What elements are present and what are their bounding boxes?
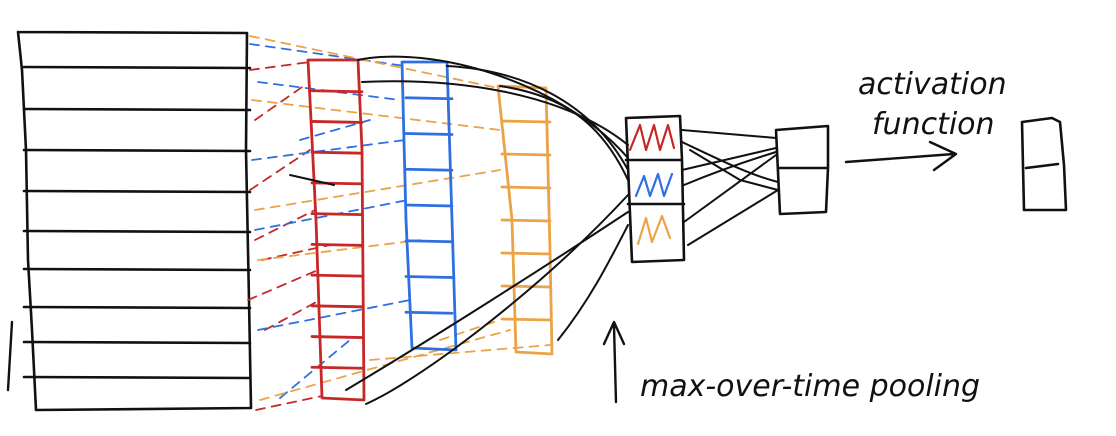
orange-cell-divider [500,284,552,289]
orange-dash [369,344,551,361]
red-cell-divider [310,304,364,309]
red-cell-divider [310,150,364,155]
filter-connections-dashed [247,35,551,411]
activation-label-line1: activation [858,67,1007,102]
pooled-vector [624,114,686,264]
orange-cell-divider [500,119,552,124]
orange-cell-divider [500,251,552,256]
feature-map-orange [496,84,554,356]
blue-cell-divider [404,132,454,136]
red-cell-divider [310,120,364,124]
blue-cell-divider [404,275,454,279]
red-cell-divider [310,273,364,278]
orange-dash [251,99,501,131]
red-dash [254,84,306,121]
blue-dash [254,199,409,231]
blue-cell-divider [404,96,454,101]
input-row-line [22,148,252,153]
red-cell-divider [310,335,364,339]
input-row-line [22,267,252,272]
red-cell-divider [310,212,364,217]
orange-dash [249,35,499,89]
activation-label-line2: function [872,107,995,142]
blue-dash [251,139,406,161]
input-row-line [22,65,252,70]
feature-map-blue [400,60,458,352]
red-dash [255,395,323,411]
blue-dash [279,339,351,399]
red-cell-divider [310,89,364,94]
dense-connections [681,129,779,246]
red-dash [247,269,319,301]
orange-dash [257,239,421,261]
orange-dash [259,329,511,401]
orange-cell-divider [500,317,552,322]
input-row-line [22,229,252,234]
blue-dash [249,43,406,67]
blue-cell-divider [404,167,454,172]
input-row-line [22,189,252,194]
red-dash [264,299,321,331]
pooling-arrow [602,320,626,404]
output-layer [1020,116,1068,212]
input-row-line [22,375,252,380]
orange-dash [254,169,501,211]
red-dash [249,61,311,71]
orange-cell-divider [500,218,552,223]
input-matrix [6,30,253,412]
red-cell-divider [310,242,364,247]
input-row-line [22,305,252,310]
orange-cell-divider [500,185,552,190]
blue-cell-divider [404,203,454,208]
blue-cell-divider [404,239,454,244]
input-row-line [22,340,252,345]
red-dash [249,149,311,191]
pooling-connections [289,55,629,405]
red-dash [254,209,316,241]
orange-dash [439,319,501,341]
red-cell-divider [310,181,364,186]
input-row-line [22,107,252,112]
red-dash [261,244,331,261]
pooling-label: max-over-time pooling [640,369,980,404]
red-cell-divider [310,365,364,370]
activation-arrow [844,140,958,172]
blue-dash [257,299,411,331]
dense-layer [774,124,830,216]
blue-dash [299,119,371,141]
orange-cell-divider [500,152,552,157]
blue-cell-divider [404,310,454,315]
